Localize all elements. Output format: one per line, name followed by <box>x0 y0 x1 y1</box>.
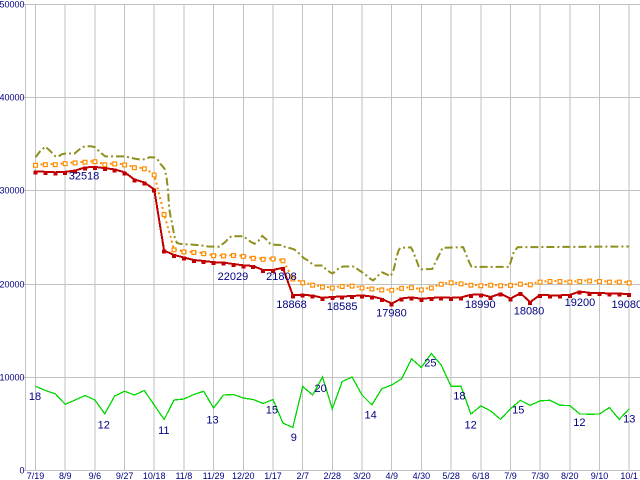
svg-text:12: 12 <box>464 419 476 431</box>
svg-text:19200: 19200 <box>565 297 596 309</box>
svg-text:20: 20 <box>314 383 326 395</box>
svg-text:11: 11 <box>158 425 169 437</box>
svg-text:18: 18 <box>453 391 465 403</box>
svg-text:14: 14 <box>364 409 376 421</box>
svg-text:22029: 22029 <box>218 271 249 283</box>
svg-text:8/9: 8/9 <box>59 471 72 480</box>
svg-text:18990: 18990 <box>465 299 496 311</box>
svg-text:18: 18 <box>29 391 41 403</box>
svg-text:12: 12 <box>98 419 110 431</box>
svg-text:0: 0 <box>19 466 24 476</box>
svg-text:7/19: 7/19 <box>27 471 45 480</box>
svg-text:19080: 19080 <box>612 299 640 311</box>
svg-text:2/7: 2/7 <box>296 471 309 480</box>
svg-text:9/10: 9/10 <box>591 471 609 480</box>
svg-text:25: 25 <box>424 358 436 370</box>
svg-text:12/20: 12/20 <box>232 471 255 480</box>
svg-text:3/20: 3/20 <box>353 471 371 480</box>
svg-text:18868: 18868 <box>276 299 307 311</box>
svg-text:12: 12 <box>573 417 585 429</box>
svg-text:21808: 21808 <box>266 271 297 283</box>
svg-text:10000: 10000 <box>0 373 25 383</box>
svg-text:2/28: 2/28 <box>324 471 342 480</box>
svg-text:32518: 32518 <box>69 170 100 182</box>
svg-text:1/17: 1/17 <box>264 471 282 480</box>
svg-text:13: 13 <box>206 414 218 426</box>
svg-text:11/29: 11/29 <box>203 471 225 480</box>
svg-text:18585: 18585 <box>327 301 358 313</box>
svg-text:7/9: 7/9 <box>504 471 517 480</box>
svg-text:18080: 18080 <box>514 306 545 318</box>
svg-text:17980: 17980 <box>376 308 407 320</box>
svg-text:15: 15 <box>512 405 524 417</box>
svg-text:40000: 40000 <box>0 93 25 103</box>
svg-text:9: 9 <box>291 432 297 444</box>
svg-text:7/30: 7/30 <box>531 471 549 480</box>
svg-text:13: 13 <box>623 414 635 426</box>
svg-text:10/1: 10/1 <box>620 471 638 480</box>
svg-text:4/9: 4/9 <box>385 471 398 480</box>
svg-text:5/28: 5/28 <box>442 471 460 480</box>
svg-text:8/20: 8/20 <box>561 471 579 480</box>
svg-text:15: 15 <box>266 404 278 416</box>
svg-text:30000: 30000 <box>0 186 25 196</box>
svg-text:11/8: 11/8 <box>175 471 192 480</box>
svg-text:9/6: 9/6 <box>89 471 102 480</box>
svg-text:9/27: 9/27 <box>116 471 134 480</box>
svg-text:20000: 20000 <box>0 280 25 290</box>
svg-text:4/30: 4/30 <box>413 471 431 480</box>
svg-text:6/18: 6/18 <box>472 471 490 480</box>
svg-text:50000: 50000 <box>0 0 25 10</box>
svg-text:10/18: 10/18 <box>143 471 166 480</box>
